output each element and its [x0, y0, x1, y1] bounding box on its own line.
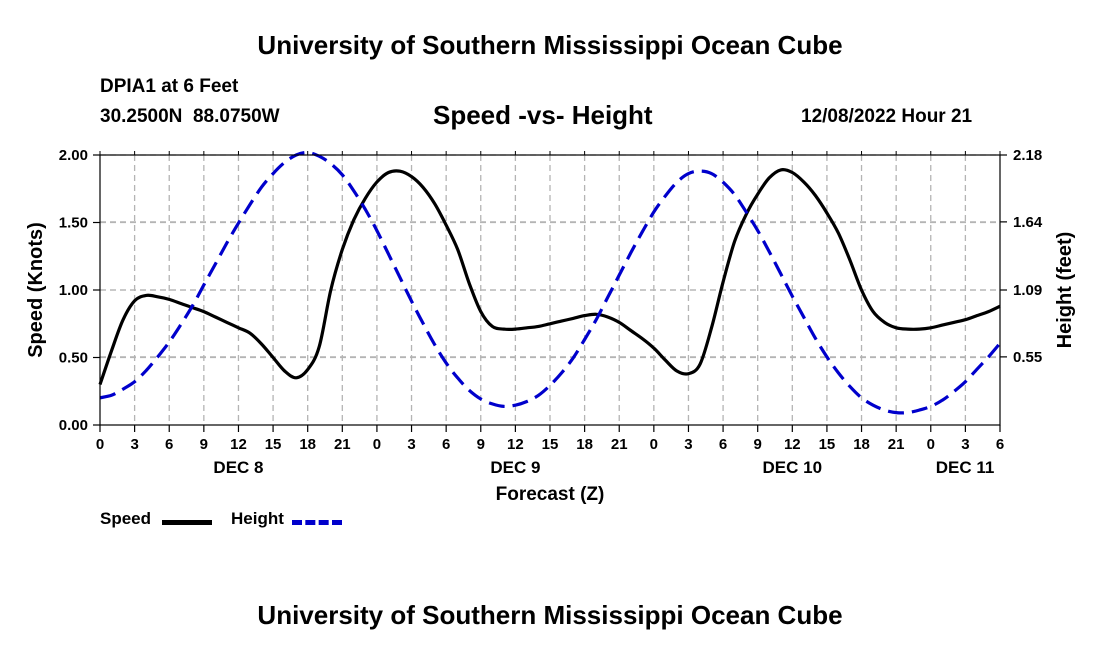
- x-tick-label: 18: [299, 436, 316, 453]
- x-tick-label: 0: [927, 436, 935, 453]
- y-tick-label: 1.00: [59, 282, 88, 299]
- footer-title: University of Southern Mississippi Ocean…: [257, 600, 843, 630]
- station-coordinates: 30.2500N 88.0750W: [100, 106, 280, 127]
- x-tick-label: 15: [819, 436, 836, 453]
- y-tick-label: 1.50: [59, 215, 88, 232]
- y-tick-label: 0.50: [59, 350, 88, 367]
- y-tick-label: 2.00: [59, 147, 88, 164]
- x-tick-label: 9: [200, 436, 208, 453]
- x-axis-title: Forecast (Z): [496, 484, 605, 505]
- x-tick-label: 21: [611, 436, 628, 453]
- x-tick-label: 15: [542, 436, 559, 453]
- x-tick-label: 9: [477, 436, 485, 453]
- y-tick-label: 0.00: [59, 417, 88, 434]
- x-tick-label: 3: [407, 436, 415, 453]
- x-tick-label: 6: [165, 436, 173, 453]
- x-tick-label: 21: [334, 436, 351, 453]
- series-line-height: [99, 150, 1002, 415]
- plot-title: Speed -vs- Height: [433, 100, 653, 130]
- main-title: University of Southern Mississippi Ocean…: [257, 30, 843, 60]
- x-day-label: DEC 8: [213, 458, 263, 477]
- forecast-timestamp: 12/08/2022 Hour 21: [801, 106, 973, 127]
- x-tick-label: 12: [507, 436, 524, 453]
- grid: [100, 154, 1000, 425]
- x-tick-label: 0: [96, 436, 104, 453]
- x-tick-label: 12: [230, 436, 247, 453]
- y2-tick-label: 0.55: [1013, 349, 1042, 366]
- legend-speed-swatch: [162, 520, 212, 525]
- x-tick-label: 6: [442, 436, 450, 453]
- x-tick-label: 12: [784, 436, 801, 453]
- y2-tick-label: 1.09: [1013, 282, 1042, 299]
- x-tick-label: 18: [853, 436, 870, 453]
- x-tick-label: 0: [373, 436, 381, 453]
- x-tick-label: 3: [130, 436, 138, 453]
- legend-speed-label: Speed: [100, 509, 152, 528]
- x-tick-label: 0: [650, 436, 658, 453]
- x-tick-label: 3: [684, 436, 692, 453]
- x-day-label: DEC 9: [490, 458, 540, 477]
- x-tick-label: 9: [754, 436, 762, 453]
- station-name: DPIA1 at 6 Feet: [100, 76, 239, 97]
- x-tick-label: 6: [719, 436, 727, 453]
- y-axis-title: Speed (Knots): [25, 222, 47, 358]
- x-day-label: DEC 10: [763, 458, 823, 477]
- x-tick-label: 15: [265, 436, 282, 453]
- x-tick-label: 6: [996, 436, 1004, 453]
- legend-height-swatch: [292, 520, 342, 525]
- x-tick-label: 18: [576, 436, 593, 453]
- series-line-speed: [98, 168, 1001, 386]
- series: [98, 150, 1002, 415]
- legend-height-label: Height: [231, 509, 284, 528]
- y2-tick-label: 1.64: [1013, 214, 1043, 231]
- x-tick-label: 21: [888, 436, 905, 453]
- y2-axis-title: Height (feet): [1054, 232, 1076, 349]
- x-tick-label: 3: [961, 436, 969, 453]
- y2-tick-label: 2.18: [1013, 147, 1042, 164]
- x-day-label: DEC 11: [936, 458, 995, 477]
- axes: 0 3 6 9 12 15 18 21 0 3 6 9 12 15 18 21 0 3 6 9 12 15 18 21 0 3 6 0…: [25, 147, 1076, 505]
